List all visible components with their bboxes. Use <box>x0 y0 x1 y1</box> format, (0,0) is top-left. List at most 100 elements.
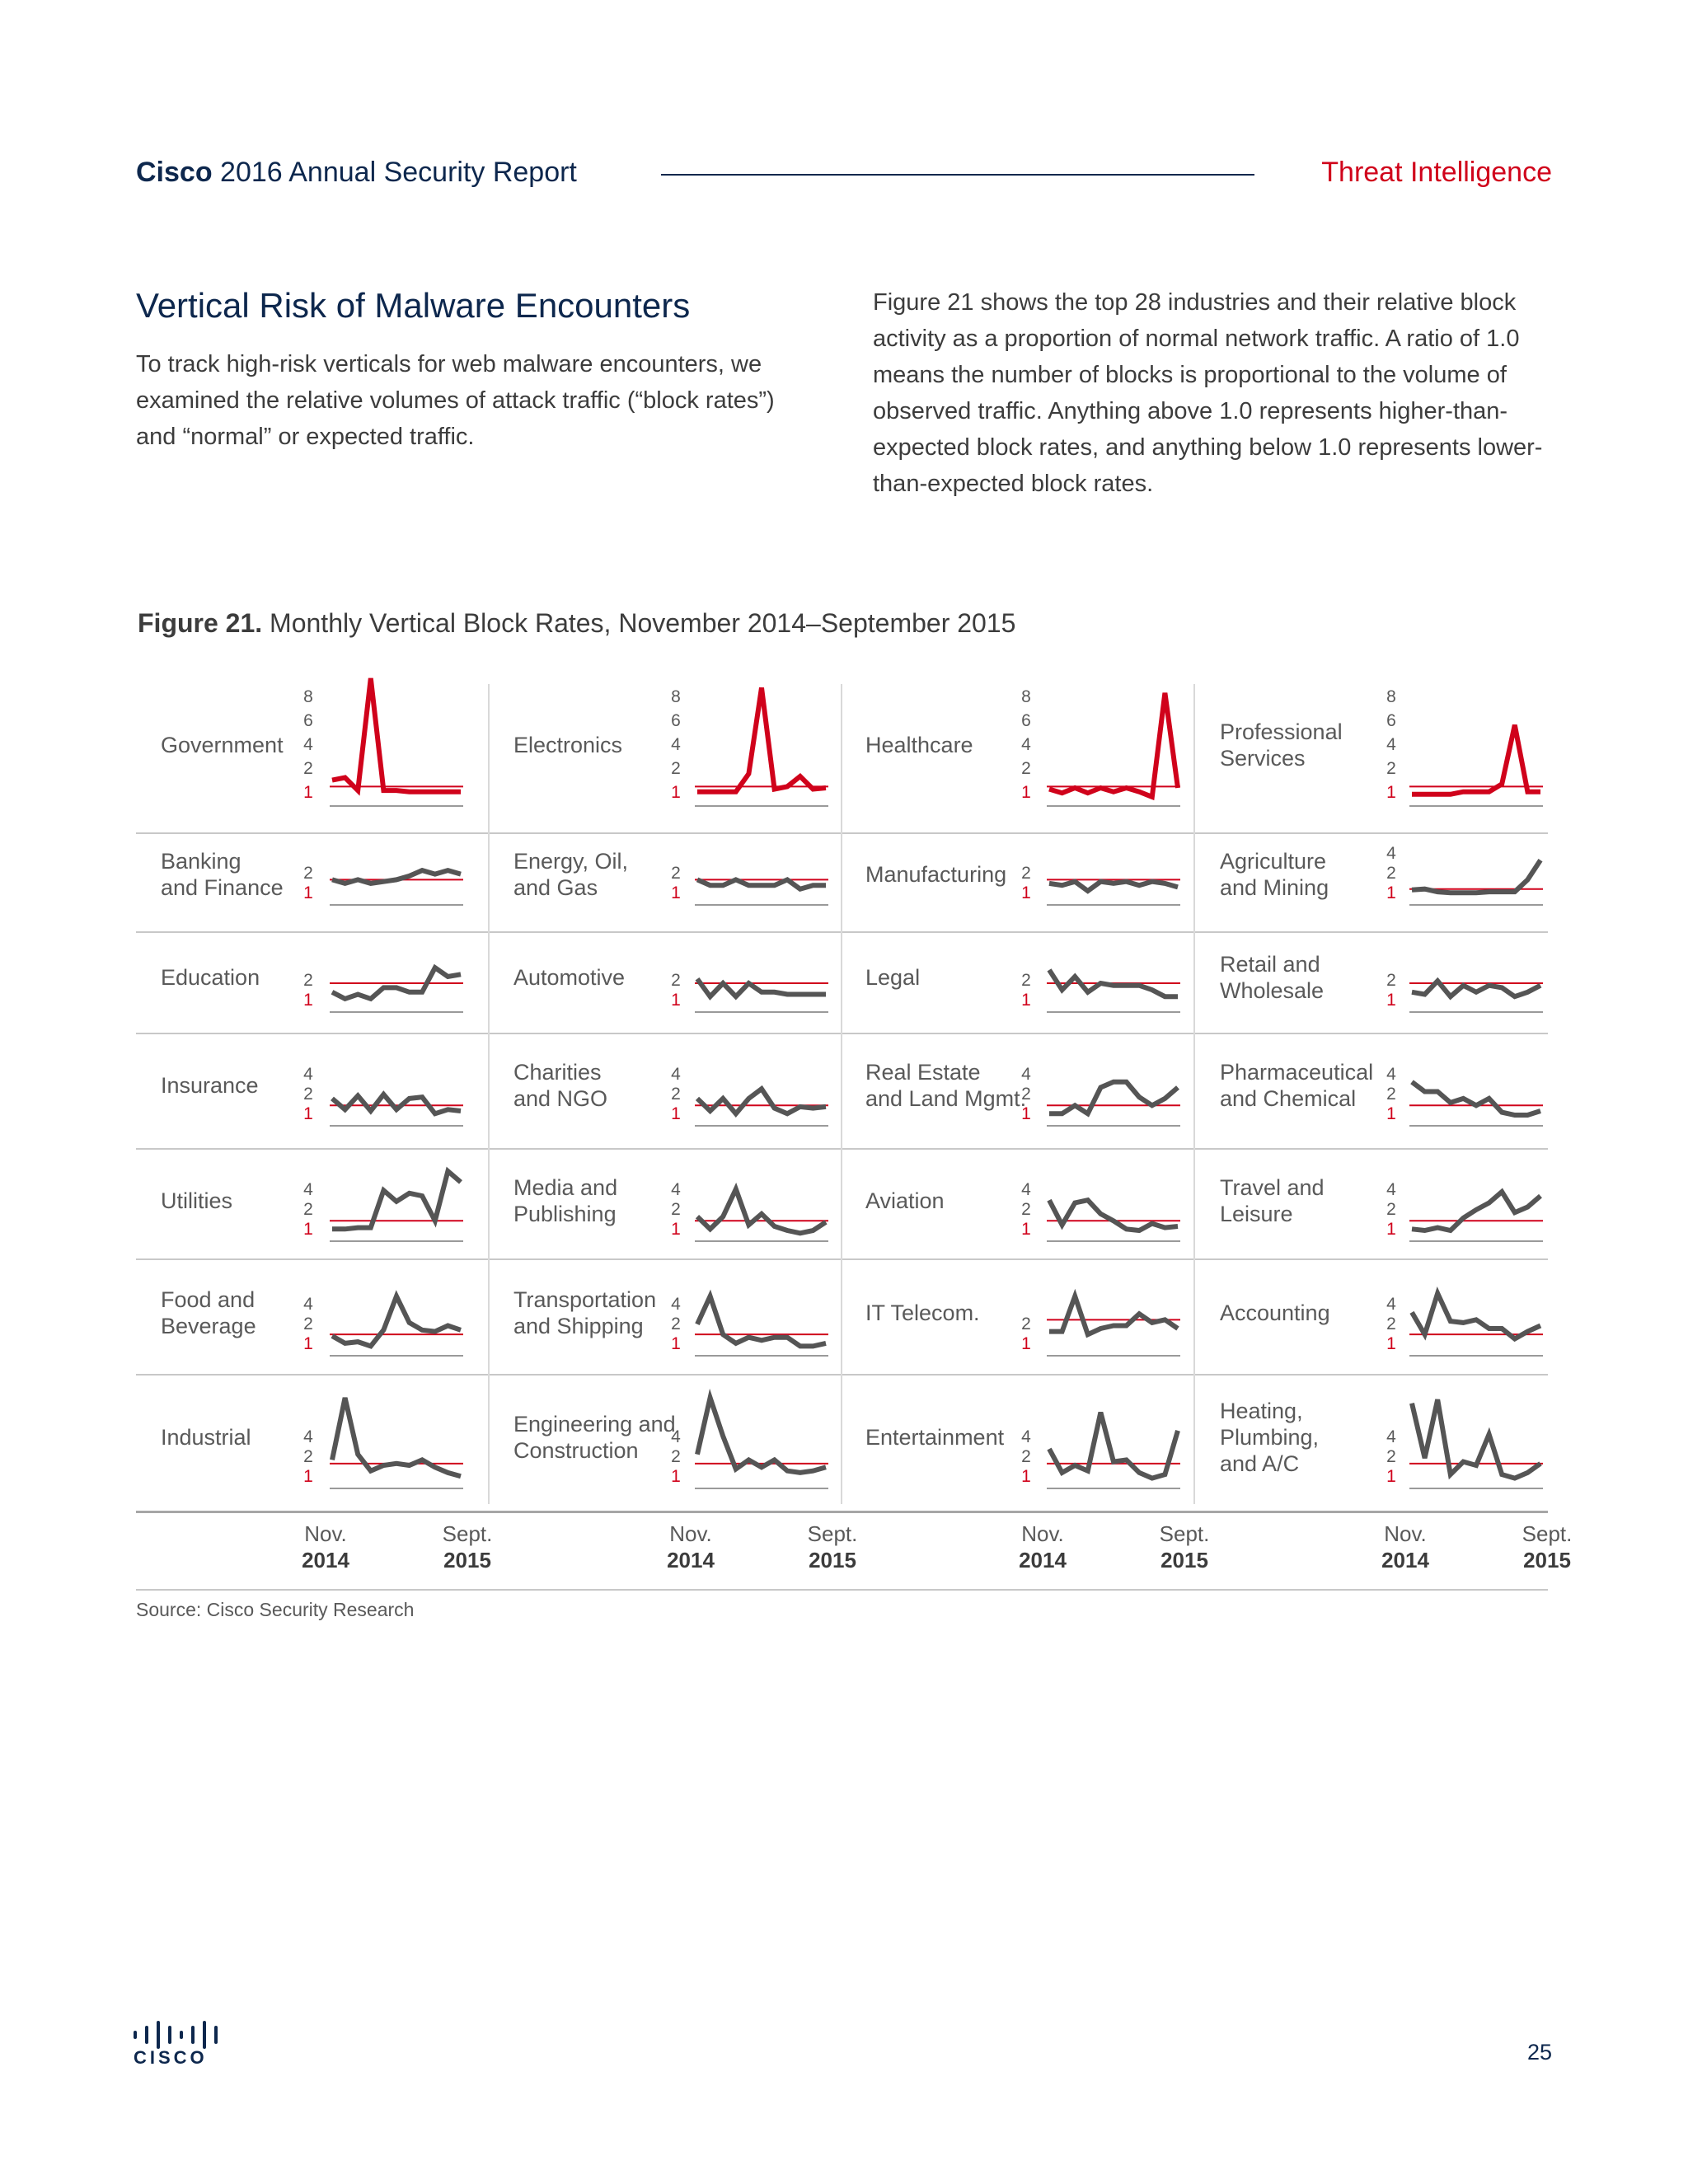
y-tick-label: 1 <box>1386 1334 1396 1353</box>
y-tick-label: 1 <box>1386 1220 1396 1239</box>
y-tick-label: 1 <box>671 1467 681 1486</box>
y-tick-label: 1 <box>671 1334 681 1353</box>
y-tick-label: 4 <box>671 1427 681 1446</box>
sparkline-13 <box>695 1085 828 1127</box>
y-tick-label: 1 <box>671 1220 681 1239</box>
y-tick-label: 1 <box>1386 783 1396 802</box>
x-start-label: Nov. 2014 <box>1356 1521 1455 1573</box>
x-end-label: Sept. 2015 <box>783 1521 882 1573</box>
series-line <box>1409 1399 1542 1481</box>
series-line <box>1048 692 1180 801</box>
category-label: Banking and Finance <box>161 849 284 900</box>
sparkline-7 <box>1409 859 1543 906</box>
series-line <box>330 1397 462 1479</box>
series-line <box>1411 977 1542 1001</box>
report-title: 2016 Annual Security Report <box>220 157 577 188</box>
category-label: Government <box>161 732 284 757</box>
category-label: Charities and NGO <box>513 1059 608 1111</box>
series-line <box>1047 1411 1180 1481</box>
y-tick-label: 1 <box>303 783 313 802</box>
figure-caption: Monthly Vertical Block Rates, November 2… <box>270 608 1016 638</box>
y-tick-label: 1 <box>1386 991 1396 1010</box>
y-tick-label: 4 <box>1021 1427 1031 1446</box>
page-number: 25 <box>1526 2040 1552 2064</box>
y-tick-label: 4 <box>303 1427 313 1446</box>
category-label: Pharmaceutical and Chemical <box>1220 1059 1374 1111</box>
sparkline-11 <box>1409 977 1543 1013</box>
y-tick-label: 2 <box>671 1447 681 1466</box>
sparkline-25 <box>695 1388 828 1489</box>
sparkline-6 <box>1047 879 1180 906</box>
y-tick-label: 1 <box>1021 1220 1031 1239</box>
category-label: Legal <box>865 965 921 990</box>
series-line <box>1411 859 1543 896</box>
sparkline-20 <box>330 1290 463 1357</box>
y-tick-label: 4 <box>671 1180 681 1199</box>
series-line <box>697 687 827 794</box>
sparkline-26 <box>1047 1411 1180 1489</box>
sparkline-3 <box>1409 724 1543 807</box>
y-tick-label: 2 <box>1021 1200 1031 1219</box>
figure-source: Source: Cisco Security Research <box>136 1599 415 1620</box>
y-tick-label: 4 <box>303 1065 313 1084</box>
y-tick-label: 1 <box>1021 1467 1031 1486</box>
article-intro: To track high-risk verticals for web mal… <box>136 351 775 450</box>
x-start-label: Nov. 2014 <box>641 1521 740 1573</box>
y-tick-label: 4 <box>1021 1065 1031 1084</box>
sparkline-22 <box>1047 1288 1180 1357</box>
category-label: Travel and Leisure <box>1220 1174 1325 1226</box>
series-line <box>331 677 461 796</box>
sparkline-16 <box>330 1166 463 1242</box>
category-label: Energy, Oil, and Gas <box>513 849 629 900</box>
y-tick-label: 8 <box>671 687 681 706</box>
header-divider <box>661 174 1254 176</box>
category-label: Utilities <box>161 1188 233 1213</box>
cisco-bars-icon: CISCO <box>134 2021 218 2068</box>
y-tick-label: 8 <box>1386 687 1396 706</box>
y-tick-label: 1 <box>303 1467 313 1486</box>
y-tick-label: 1 <box>303 883 313 902</box>
y-tick-label: 2 <box>1386 1200 1396 1219</box>
sparkline-4 <box>330 867 463 906</box>
y-tick-label: 2 <box>671 759 681 778</box>
series-line <box>331 867 462 887</box>
y-tick-label: 6 <box>671 711 681 730</box>
y-tick-label: 1 <box>1021 991 1031 1010</box>
y-tick-label: 4 <box>1386 844 1396 863</box>
y-tick-label: 1 <box>303 1220 313 1239</box>
category-label: Real Estate and Land Mgmt. <box>865 1059 1027 1111</box>
sparkline-19 <box>1409 1188 1543 1242</box>
series-line <box>1047 968 1178 1000</box>
y-tick-label: 2 <box>303 1200 313 1219</box>
series-line <box>695 1085 827 1118</box>
y-tick-label: 1 <box>1386 1104 1396 1123</box>
category-label: Media and Publishing <box>513 1174 618 1226</box>
category-label: Entertainment <box>865 1425 1005 1450</box>
y-tick-label: 1 <box>303 991 313 1010</box>
series-line <box>695 1182 828 1236</box>
y-tick-label: 1 <box>303 1334 313 1353</box>
y-tick-label: 2 <box>1386 1085 1396 1104</box>
x-end-label: Sept. 2015 <box>1498 1521 1597 1573</box>
sparkline-0 <box>330 677 463 807</box>
category-label: Retail and Wholesale <box>1220 952 1325 1003</box>
category-label: Professional Services <box>1220 719 1343 771</box>
y-tick-label: 4 <box>1021 1180 1031 1199</box>
y-tick-label: 1 <box>1386 883 1396 902</box>
x-end-year: 2015 <box>443 1548 491 1572</box>
category-label: Education <box>161 965 260 990</box>
cisco-logo: CISCO <box>132 2018 223 2068</box>
y-tick-label: 1 <box>671 783 681 802</box>
sparkline-17 <box>695 1182 828 1242</box>
sparkline-15 <box>1409 1080 1543 1127</box>
y-tick-label: 4 <box>303 1295 313 1314</box>
x-start-year: 2014 <box>1019 1548 1067 1572</box>
x-end-month: Sept. <box>442 1521 493 1546</box>
y-tick-label: 4 <box>671 735 681 754</box>
article-heading: Vertical Risk of Malware Encounters <box>136 286 691 325</box>
category-label: Healthcare <box>865 732 973 757</box>
category-label: Agriculture and Mining <box>1220 849 1329 900</box>
series-line <box>1412 724 1540 797</box>
category-label: Electronics <box>513 732 623 757</box>
y-tick-label: 2 <box>1021 759 1031 778</box>
